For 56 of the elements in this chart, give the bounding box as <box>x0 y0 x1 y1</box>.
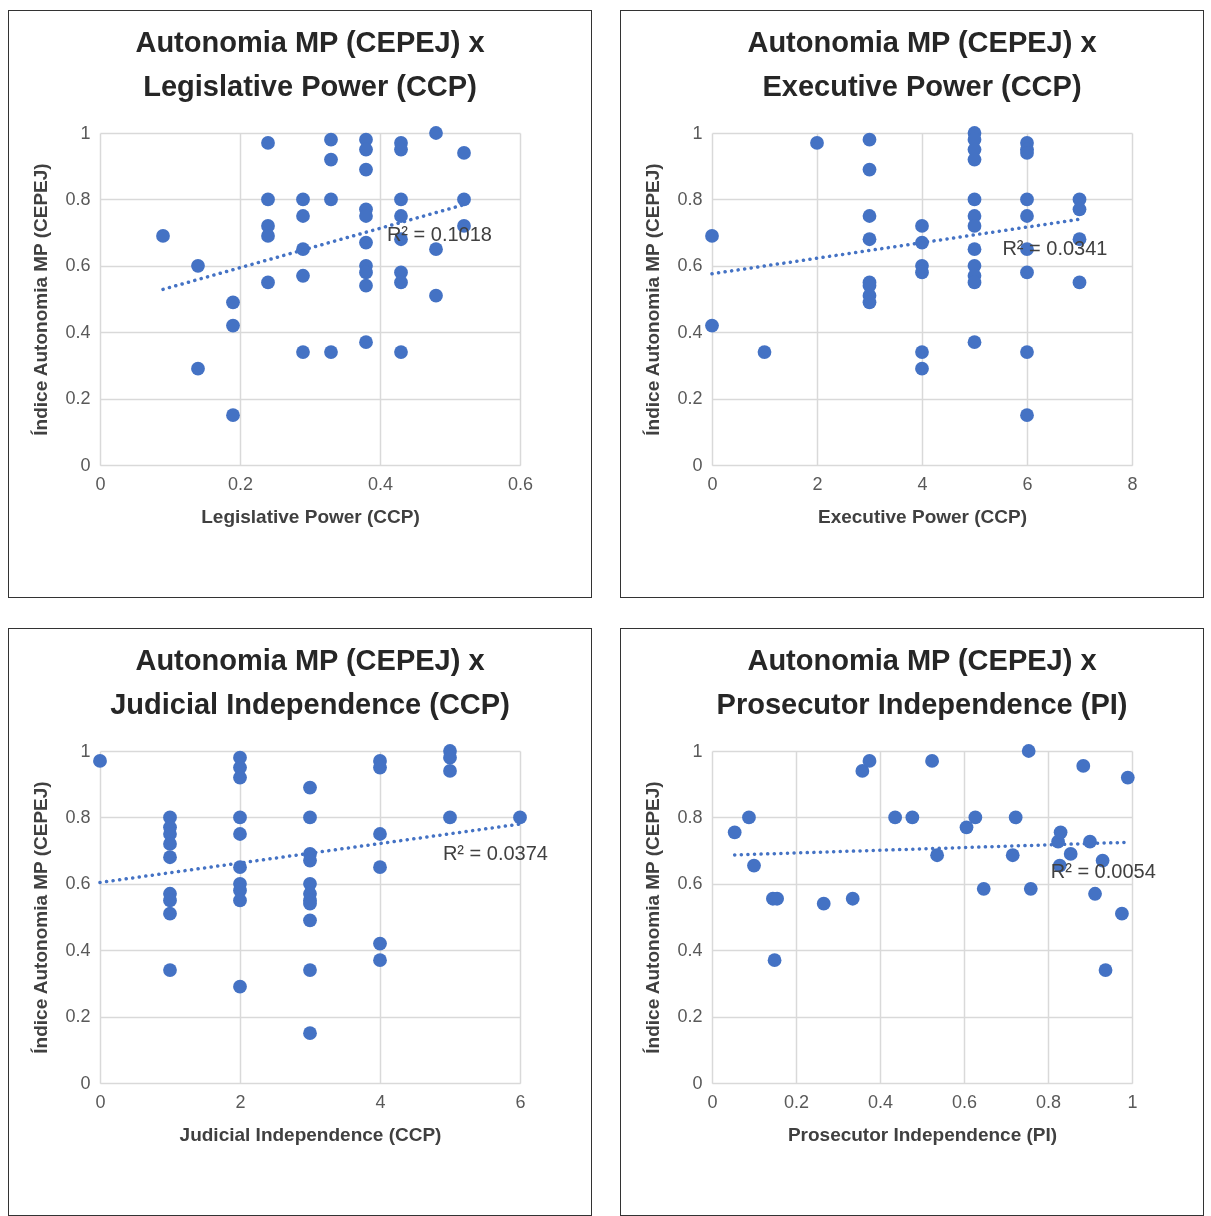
y-tick-label: 0.8 <box>65 188 91 209</box>
y-tick-label: 0 <box>692 1072 703 1093</box>
y-tick-label: 0.2 <box>65 1006 91 1027</box>
x-tick-label: 0.6 <box>951 1091 978 1112</box>
y-tick-label: 0.6 <box>65 255 91 276</box>
x-tick-label: 1 <box>1127 1091 1138 1112</box>
chart-title: Autonomia MP (CEPEJ) x Prosecutor Independence (PI) <box>716 644 1128 720</box>
x-tick-label: 0 <box>707 473 718 494</box>
x-tick-label: 0 <box>707 1091 718 1112</box>
y-tick-label: 0.2 <box>65 388 91 409</box>
y-axis-title: Índice Autonomia MP (CEPEJ) <box>642 781 664 1054</box>
x-tick-label: 4 <box>375 1091 386 1112</box>
x-tick-label: 0 <box>95 1091 106 1112</box>
y-tick-label: 0.2 <box>677 388 703 409</box>
x-tick-label: 2 <box>812 473 823 494</box>
x-tick-label: 0.2 <box>783 1091 810 1112</box>
x-tick-label: 0.4 <box>367 473 394 494</box>
y-tick-label: 0 <box>80 454 91 475</box>
y-axis-title: Índice Autonomia MP (CEPEJ) <box>30 163 52 436</box>
y-tick-label: 0 <box>80 1072 91 1093</box>
y-axis-title: Índice Autonomia MP (CEPEJ) <box>642 163 664 436</box>
y-tick-label: 0.4 <box>65 939 91 960</box>
y-tick-label: 0.8 <box>65 806 91 827</box>
y-tick-label: 1 <box>80 740 91 761</box>
chart-title: Autonomia MP (CEPEJ) x Executive Power (CCP) <box>747 26 1097 102</box>
y-tick-label: 0.6 <box>677 255 703 276</box>
x-tick-label: 6 <box>515 1091 526 1112</box>
y-tick-label: 0.2 <box>677 1006 703 1027</box>
x-tick-label: 6 <box>1022 473 1033 494</box>
x-tick-label: 4 <box>917 473 928 494</box>
chart-title: Autonomia MP (CEPEJ) x Judicial Independence (CCP) <box>110 644 510 720</box>
y-tick-label: 0.6 <box>677 873 703 894</box>
y-tick-label: 1 <box>80 122 91 143</box>
x-tick-label: 0 <box>95 473 106 494</box>
x-tick-label: 0.4 <box>867 1091 894 1112</box>
y-tick-label: 0 <box>692 454 703 475</box>
chart-title: Autonomia MP (CEPEJ) x Legislative Power (CCP) <box>135 26 485 102</box>
x-axis-title: Legislative Power (CCP) <box>201 505 420 527</box>
y-tick-label: 0.4 <box>677 939 703 960</box>
y-tick-label: 0.4 <box>677 321 703 342</box>
x-tick-label: 0.8 <box>1035 1091 1062 1112</box>
y-tick-label: 0.8 <box>677 806 703 827</box>
x-tick-label: 0.2 <box>227 473 254 494</box>
x-axis-title: Executive Power (CCP) <box>817 505 1028 527</box>
x-tick-label: 8 <box>1127 473 1138 494</box>
y-axis-title: Índice Autonomia MP (CEPEJ) <box>30 781 52 1054</box>
x-axis-title: Judicial Independence (CCP) <box>179 1123 442 1145</box>
y-tick-label: 1 <box>692 122 703 143</box>
x-tick-label: 2 <box>235 1091 246 1112</box>
x-axis-title: Prosecutor Independence (PI) <box>787 1123 1058 1145</box>
y-tick-label: 0.4 <box>65 321 91 342</box>
annotation: R² = 0.0374 <box>442 842 548 865</box>
y-tick-label: 0.6 <box>65 873 91 894</box>
x-tick-label: 0.6 <box>507 473 534 494</box>
y-tick-label: 1 <box>692 740 703 761</box>
y-tick-label: 0.8 <box>677 188 703 209</box>
